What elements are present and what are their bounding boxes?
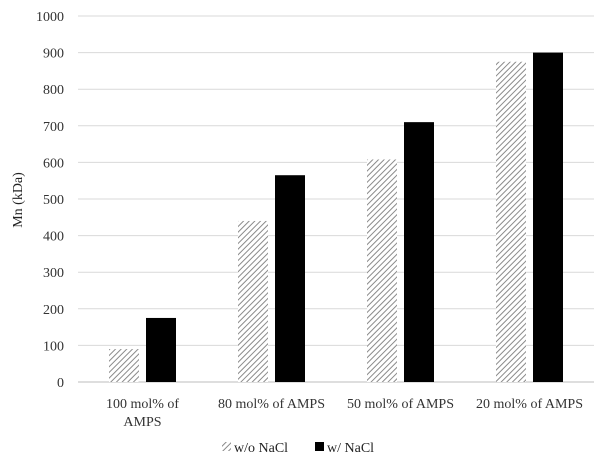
y-tick-label: 400 [43, 230, 64, 245]
x-tick-label: 100 mol% of AMPS [106, 397, 179, 430]
y-tick-label: 200 [43, 303, 64, 318]
y-tick-label: 600 [43, 156, 64, 171]
legend: w/o NaCl w/ NaCl [222, 441, 374, 456]
x-tick-label: 20 mol% of AMPS [476, 397, 583, 412]
y-tick-label: 0 [57, 376, 64, 391]
legend-swatch [222, 442, 231, 451]
y-tick-label: 900 [43, 47, 64, 62]
y-tick-label: 700 [43, 120, 64, 135]
bar-without-nacl [109, 349, 139, 382]
bar-without-nacl [367, 159, 397, 382]
legend-label: w/ NaCl [327, 441, 374, 456]
legend-label: w/o NaCl [234, 441, 288, 456]
bar-without-nacl [496, 61, 526, 382]
y-tick-label: 300 [43, 266, 64, 281]
bar-with-nacl [533, 52, 563, 382]
bars [109, 52, 563, 382]
bar-without-nacl [238, 220, 268, 382]
bar-with-nacl [146, 317, 176, 382]
y-axis-ticks: 0 100 200 300 400 500 600 700 800 900 1000 [36, 10, 64, 391]
y-tick-label: 800 [43, 83, 64, 98]
y-tick-label: 1000 [36, 10, 64, 25]
y-axis-label: Mn (kDa) [11, 172, 26, 228]
bar-with-nacl [404, 122, 434, 382]
x-axis-ticks: 100 mol% of AMPS 80 mol% of AMPS 50 mol% of… [106, 397, 583, 430]
bar-with-nacl [275, 175, 305, 382]
y-tick-label: 100 [43, 339, 64, 354]
y-tick-label: 500 [43, 193, 64, 208]
x-tick-label: 80 mol% of AMPS [218, 397, 325, 412]
legend-swatch [315, 442, 324, 451]
x-tick-label: 50 mol% of AMPS [347, 397, 454, 412]
